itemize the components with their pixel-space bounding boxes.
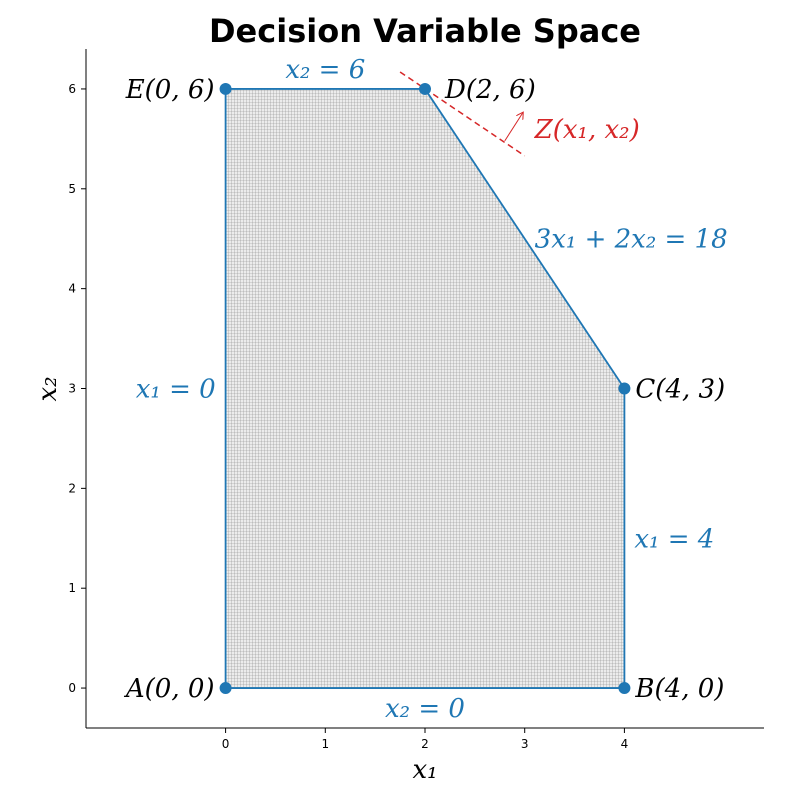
vertex-label-E: E(0, 6)	[125, 75, 215, 105]
x-tick-label-3: 3	[521, 737, 529, 751]
vertex-point-E	[219, 82, 232, 95]
plot-area: Z(x₁, x₂)	[224, 71, 640, 689]
y-tick-label-2: 2	[68, 481, 76, 495]
x-tick-label-0: 0	[222, 737, 230, 751]
chart-title: Decision Variable Space	[209, 12, 641, 50]
vertex-label-B: B(4, 0)	[634, 674, 724, 704]
y-tick-label-4: 4	[68, 282, 76, 296]
y-tick-label-1: 1	[68, 581, 76, 595]
ticks: 0 1 2 3 4 0 1 2 3 4 5 6	[68, 82, 628, 751]
feasible-region	[224, 88, 626, 689]
vertex-points	[219, 82, 631, 695]
constraint-label-x1-eq-4: x₁ = 4	[634, 524, 714, 554]
constraint-label-x1-eq-0: x₁ = 0	[136, 375, 216, 405]
objective-label: Z(x₁, x₂)	[534, 115, 640, 145]
vertex-label-A: A(0, 0)	[124, 674, 215, 704]
x-tick-label-1: 1	[321, 737, 329, 751]
constraint-label-c3: 3x₁ + 2x₂ = 18	[535, 225, 728, 255]
objective-arrow	[504, 113, 523, 142]
constraint-label-x2-eq-6: x₂ = 6	[285, 55, 365, 85]
vertex-labels: A(0, 0) B(4, 0) C(4, 3) D(2, 6) E(0, 6)	[124, 75, 725, 704]
y-tick-label-3: 3	[68, 382, 76, 396]
x-tick-label-2: 2	[421, 737, 429, 751]
y-tick-label-0: 0	[68, 681, 76, 695]
vertex-point-B	[618, 682, 631, 695]
vertex-point-A	[219, 682, 232, 695]
x-axis-label: x₁	[412, 755, 437, 785]
constraint-labels: x₂ = 0 x₁ = 4 3x₁ + 2x₂ = 18 x₂ = 6 x₁ = 0	[136, 55, 728, 724]
y-tick-label-6: 6	[68, 82, 76, 96]
vertex-point-D	[419, 82, 431, 95]
constraint-label-x2-eq-0: x₂ = 0	[385, 694, 465, 724]
x-tick-label-4: 4	[621, 737, 629, 751]
y-tick-label-5: 5	[68, 182, 76, 196]
vertex-label-C: C(4, 3)	[635, 375, 725, 405]
vertex-label-D: D(2, 6)	[444, 75, 536, 105]
y-axis-label: x₂	[33, 376, 63, 401]
vertex-point-C	[618, 382, 631, 395]
